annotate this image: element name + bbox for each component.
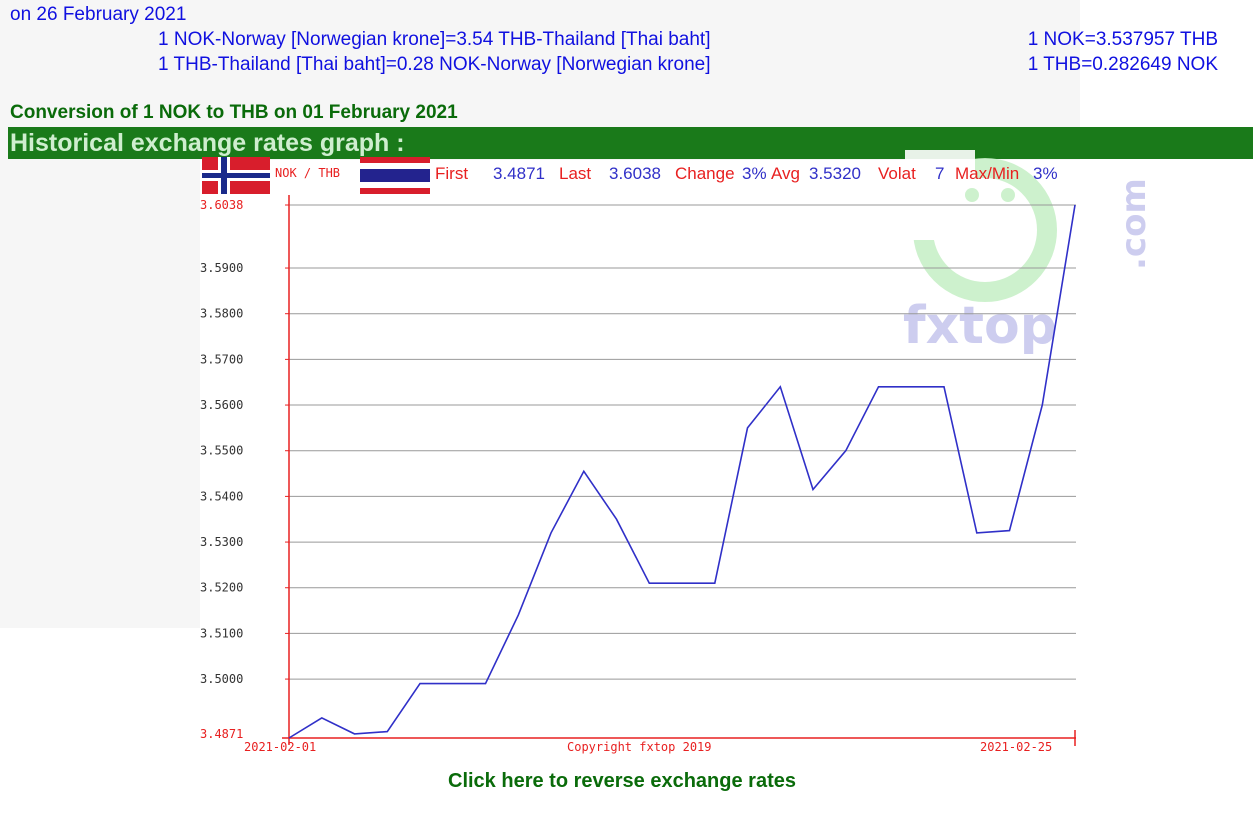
y-tick-labels: 3.4871 3.5000 3.5100 3.5200 3.5300 3.5400 3.55… [200,198,243,741]
y-tick-label: 3.5700 [200,352,243,366]
y-tick-label: 3.5400 [200,489,243,503]
change-label: Change [675,164,735,183]
x-start-label: 2021-02-01 [244,740,316,754]
first-label: First [435,164,468,183]
thailand-flag-icon [360,157,430,194]
rate-exact-thb-nok: 1 THB=0.282649 NOK [1027,54,1218,75]
first-value: 3.4871 [493,164,545,183]
last-value: 3.6038 [609,164,661,183]
y-tick-label: 3.5000 [200,672,243,686]
conversion-title: Conversion of 1 NOK to THB on 01 Februar… [10,102,458,123]
rate-exact-nok-thb: 1 NOK=3.537957 THB [1027,29,1218,50]
rate-line-nok-thb: 1 NOK-Norway [Norwegian krone]=3.54 THB-… [158,29,711,50]
y-tick-label: 3.5800 [200,307,243,321]
y-tick-label: 3.5300 [200,535,243,549]
y-tick-label: 3.5200 [200,581,243,595]
volat-label: Volat [878,164,916,183]
watermark-text: fxtop [903,296,1057,356]
watermark-com: .com [1114,178,1154,270]
y-tick-label: 3.6038 [200,198,243,212]
y-tick-label: 3.5600 [200,398,243,412]
x-end-label: 2021-02-25 [980,740,1052,754]
fxtop-watermark: fxtop .com [903,150,1154,356]
y-tick-label: 3.4871 [200,727,243,741]
maxmin-label: Max/Min [955,164,1019,183]
series-line-nok-thb [288,204,1076,739]
rate-line-thb-nok: 1 THB-Thailand [Thai baht]=0.28 NOK-Norw… [158,54,711,75]
change-value: 3% [742,164,767,183]
y-tick-label: 3.5900 [200,261,243,275]
chart-stats: First 3.4871 Last 3.6038 Change 3% Avg 3… [435,164,1058,183]
norway-flag-icon [202,157,270,194]
pair-label: NOK / THB [275,166,340,180]
last-label: Last [559,164,591,183]
y-tick-label: 3.5100 [200,626,243,640]
copyright-label: Copyright fxtop 2019 [567,740,712,754]
date-line: on 26 February 2021 [10,4,187,25]
volat-value: 7 [935,164,944,183]
historical-bar [8,127,1253,159]
maxmin-value: 3% [1033,164,1058,183]
avg-value: 3.5320 [809,164,861,183]
avg-label: Avg [771,164,800,183]
y-tick-label: 3.5500 [200,444,243,458]
chart-background [200,160,1080,758]
reverse-rates-link[interactable]: Click here to reverse exchange rates [448,770,796,792]
historical-title: Historical exchange rates graph : [10,129,405,157]
